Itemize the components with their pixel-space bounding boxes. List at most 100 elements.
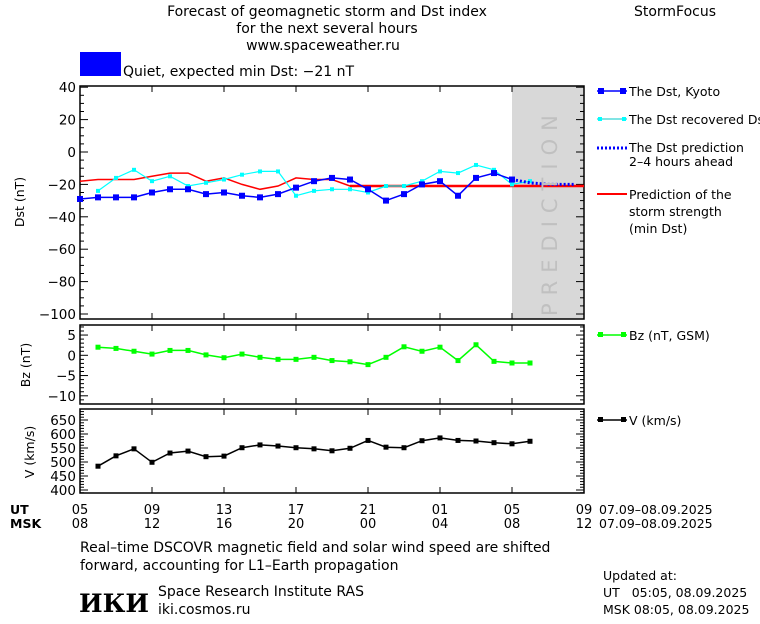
- dst-recovered-point: [348, 187, 352, 192]
- institute-link[interactable]: iki.cosmos.ru: [158, 602, 250, 618]
- dst-recovered-point: [366, 190, 370, 195]
- y-tick-label: 40: [59, 80, 76, 96]
- bz-point: [491, 358, 497, 364]
- x-tick-label-ut: 05: [72, 503, 89, 518]
- v-point: [365, 437, 371, 443]
- v-point: [221, 453, 227, 459]
- dst-kyoto-point: [473, 174, 479, 181]
- bz-point: [473, 342, 479, 348]
- legend-v-marker: [598, 417, 603, 422]
- prediction-region: [512, 86, 584, 319]
- y-tick-label: −5: [56, 369, 76, 385]
- website-link[interactable]: www.spaceweather.ru: [246, 38, 400, 54]
- legend-bz: Bz (nT, GSM): [629, 328, 710, 343]
- v-point: [329, 448, 335, 454]
- dst-recovered-point: [204, 180, 208, 185]
- bz-point: [347, 359, 353, 365]
- dst-recovered-point: [420, 179, 424, 184]
- x-tick-label-msk: 08: [72, 517, 89, 532]
- x-tick-label-msk: 16: [216, 517, 233, 532]
- y-tick-label: −100: [39, 307, 76, 323]
- x-tick-label-msk: 08: [504, 517, 521, 532]
- dst-recovered-point: [276, 169, 280, 174]
- dst-kyoto-point: [203, 191, 209, 198]
- legend-v-marker: [621, 417, 626, 422]
- bz-point: [185, 347, 191, 353]
- footer-note-line2: forward, accounting for L1–Earth propaga…: [80, 558, 399, 574]
- x-tick-labels: 05 09 13 17 21 01 05 09 08 12 16 20 00 04 08 12: [72, 503, 593, 532]
- v-point: [113, 453, 119, 459]
- legend-dst-kyoto-marker: [598, 88, 604, 94]
- plot-frame: [79, 324, 585, 405]
- bz-point: [383, 354, 389, 360]
- legend: The Dst, Kyoto The Dst recovered Dst The…: [597, 84, 760, 428]
- v-point: [527, 438, 533, 444]
- legend-bz-marker: [621, 332, 626, 337]
- y-tick-label: 650: [50, 413, 76, 429]
- bz-point: [131, 348, 137, 354]
- status-color-box: [80, 52, 121, 76]
- dst-recovered-point: [294, 193, 298, 198]
- dst-kyoto-point: [257, 194, 263, 201]
- bz-point: [113, 345, 119, 351]
- y-tick-label: −80: [48, 275, 77, 291]
- bz-point: [293, 356, 299, 362]
- dst-recovered-point: [150, 179, 154, 184]
- y-tick-label: 20: [59, 113, 76, 129]
- v-point: [455, 437, 461, 443]
- chart-title-line1: Forecast of geomagnetic storm and Dst in…: [167, 4, 487, 20]
- dst-prediction-line: [511, 178, 575, 186]
- bz-point: [401, 344, 407, 350]
- dst-kyoto-point: [347, 176, 353, 183]
- dst-recovered-point: [96, 188, 100, 193]
- dst-kyoto-point: [365, 186, 371, 193]
- dst-kyoto-point: [419, 181, 425, 188]
- status-text: Quiet, expected min Dst: −21 nT: [123, 64, 355, 80]
- footer-note-line1: Real–time DSCOVR magnetic field and sola…: [80, 540, 550, 556]
- v-point: [311, 446, 317, 452]
- plot-frame: [79, 85, 585, 320]
- dst-recovered-point: [312, 188, 316, 193]
- brand-name: StormFocus: [634, 4, 716, 20]
- dst-recovered-point: [132, 167, 136, 172]
- v-point: [473, 438, 479, 444]
- legend-bz-marker: [598, 332, 603, 337]
- x-tick-label-msk: 12: [144, 517, 161, 532]
- bz-point: [203, 352, 209, 358]
- x-tick-label-msk: 00: [360, 517, 377, 532]
- dst-kyoto-point: [401, 191, 407, 198]
- ut-axis-label: UT: [10, 502, 29, 517]
- dst-kyoto-point: [275, 191, 281, 198]
- dst-recovered-point: [492, 167, 496, 172]
- x-tick-label-ut: 09: [576, 503, 593, 518]
- x-tick-label-msk: 20: [288, 517, 305, 532]
- y-tick-label: −40: [48, 210, 77, 226]
- legend-dst-recovered-marker: [598, 117, 602, 121]
- v-point: [95, 463, 101, 469]
- x-tick-label-ut: 17: [288, 503, 305, 518]
- legend-storm-2: storm strength: [629, 204, 722, 219]
- dst-recovered-point: [168, 174, 172, 179]
- dst-kyoto-point: [185, 186, 191, 193]
- chart-title-line2: for the next several hours: [236, 21, 417, 37]
- y-tick-label: −20: [48, 177, 77, 193]
- bz-point: [509, 360, 515, 366]
- dst-kyoto-point: [455, 192, 461, 199]
- bz-axis-label: Bz (nT): [18, 343, 33, 387]
- v-point: [383, 444, 389, 450]
- dst-kyoto-point: [95, 194, 101, 201]
- x-tick-label-ut: 01: [432, 503, 449, 518]
- dst-kyoto-point: [221, 189, 227, 196]
- v-point: [257, 442, 263, 448]
- dst-recovered-point: [510, 182, 514, 187]
- v-point: [203, 454, 209, 460]
- x-tick-label-ut: 05: [504, 503, 521, 518]
- ut-date-range: 07.09–08.09.2025: [599, 502, 713, 517]
- dst-kyoto-point: [77, 195, 83, 202]
- legend-storm-3: (min Dst): [629, 221, 687, 236]
- v-point: [347, 445, 353, 451]
- dst-recovered-point: [474, 162, 478, 167]
- y-tick-label: 5: [67, 328, 76, 344]
- legend-dst-recovered-marker: [622, 117, 626, 121]
